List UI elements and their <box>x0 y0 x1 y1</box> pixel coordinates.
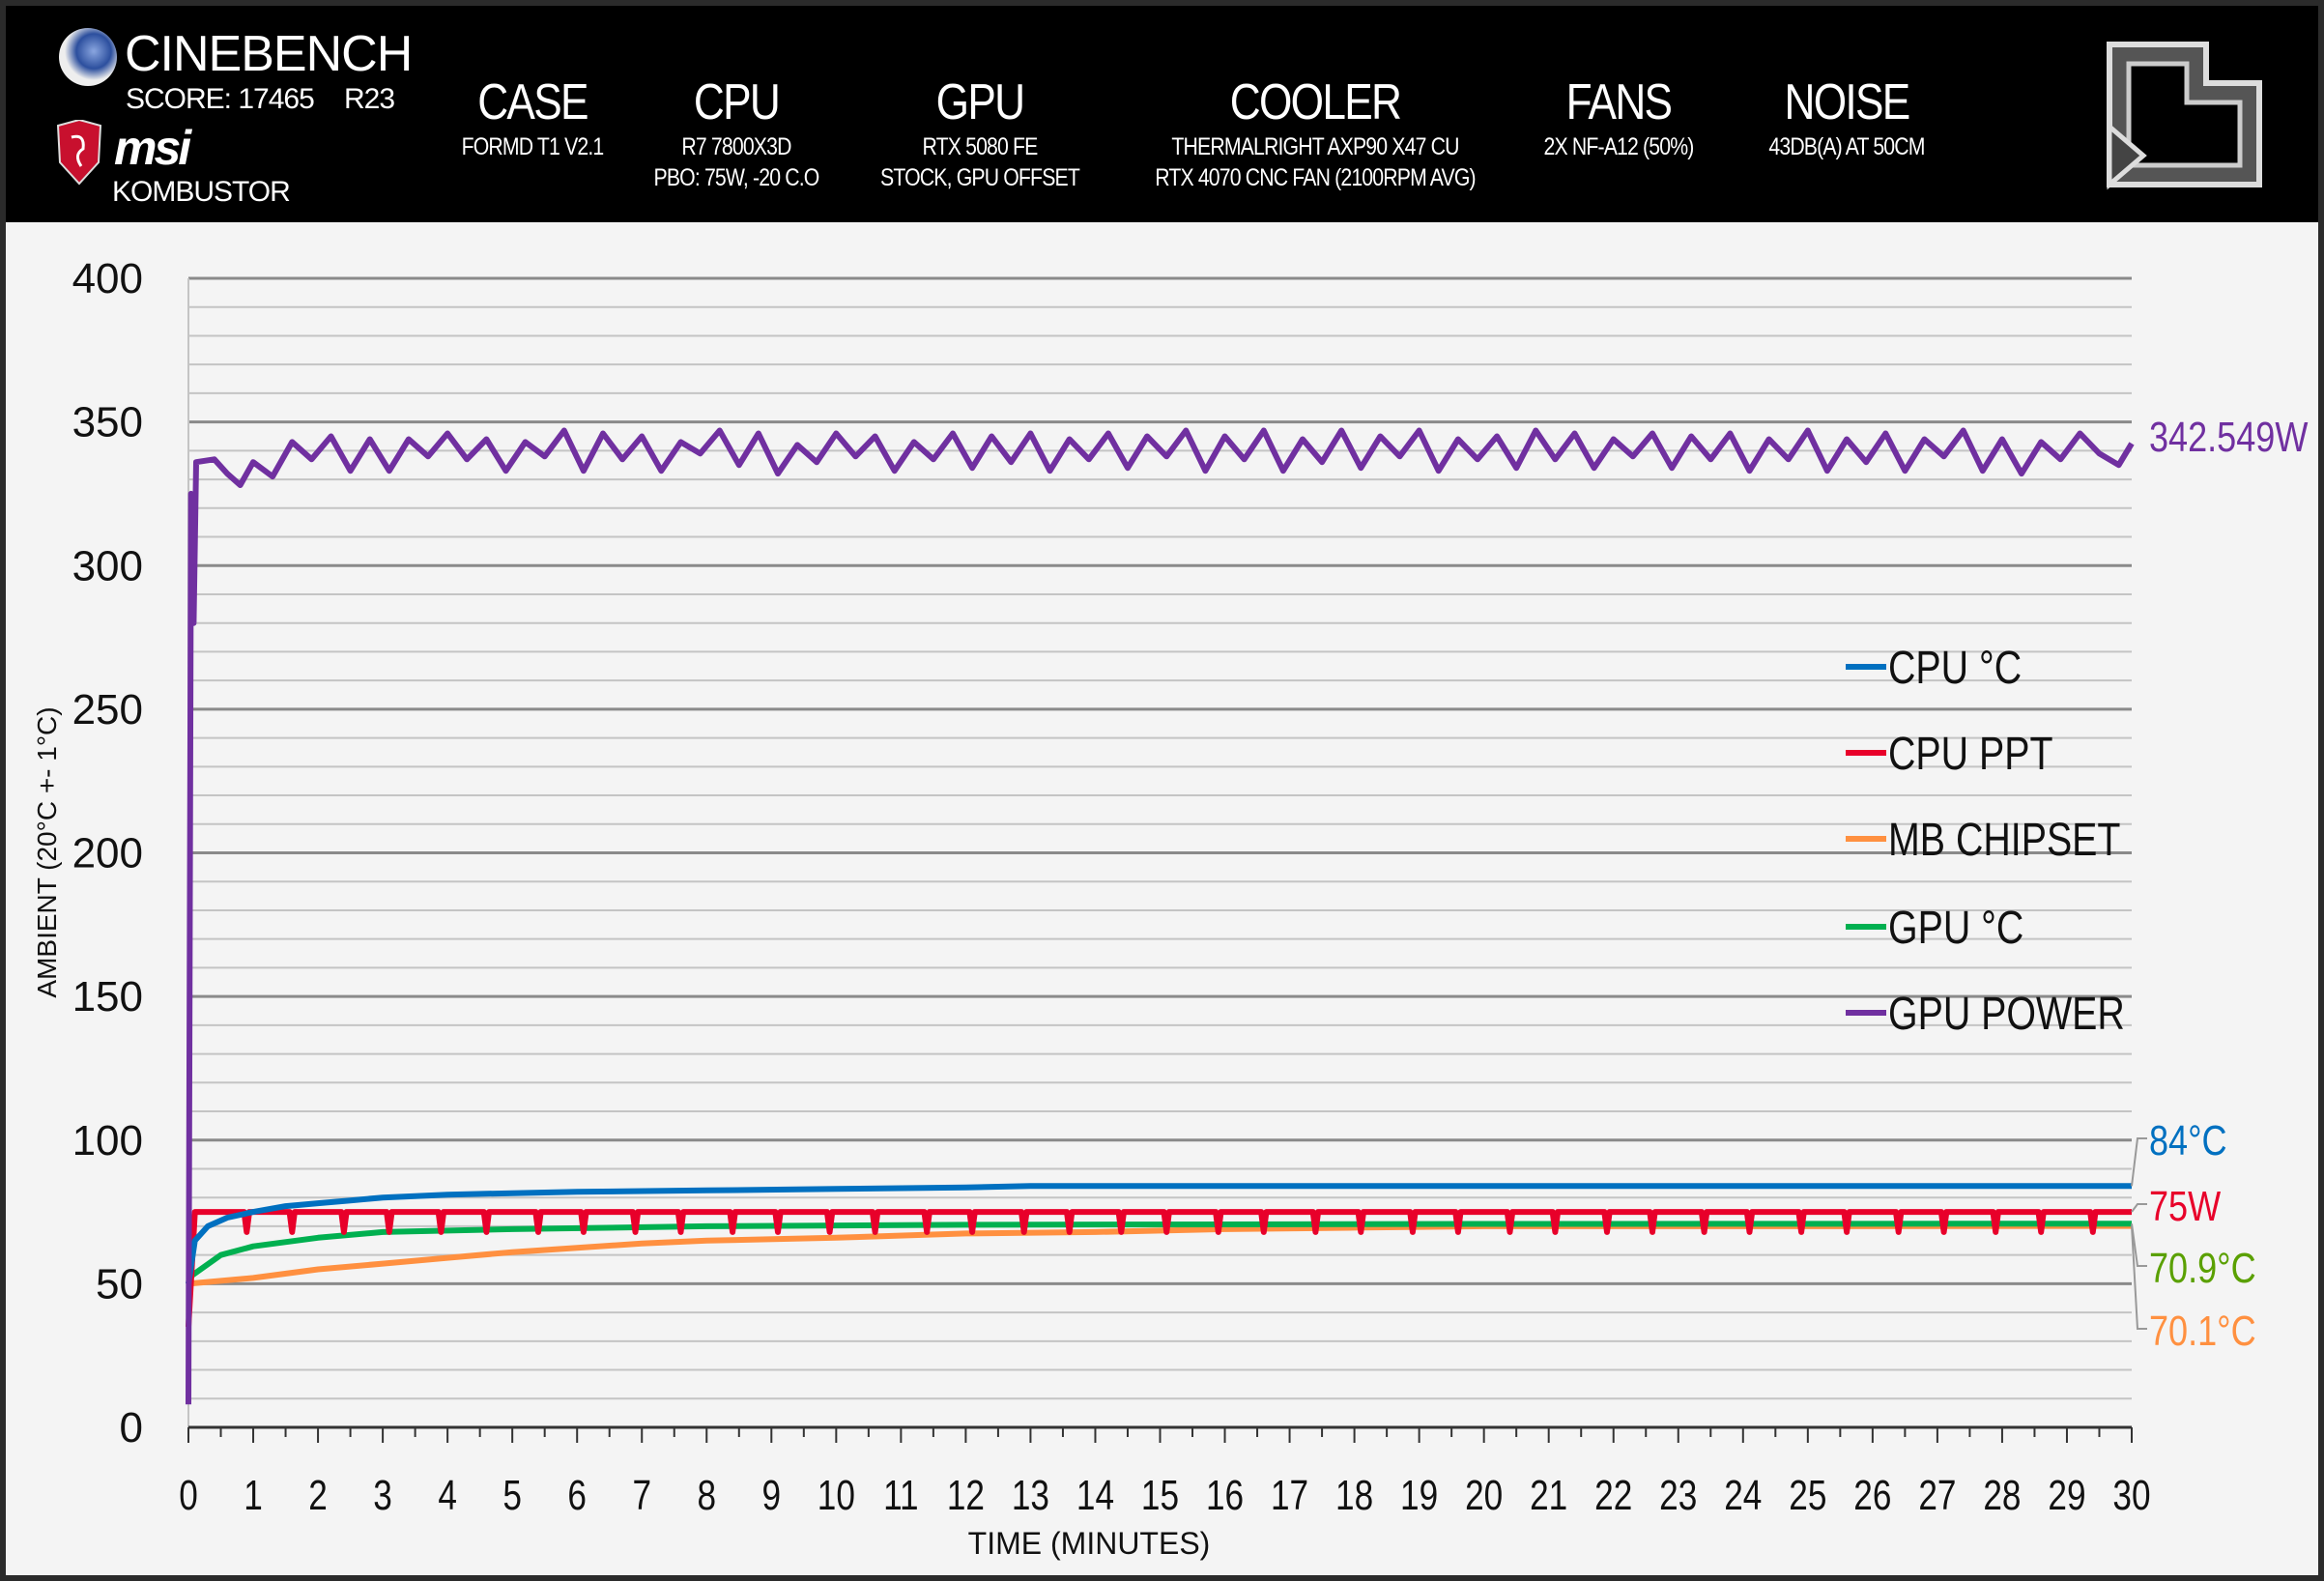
x-tick-label: 17 <box>1271 1472 1308 1519</box>
x-tick-label: 14 <box>1076 1472 1114 1519</box>
spec-fans: FANS 2X NF-A12 (50%) <box>1531 73 1707 162</box>
spec-line: 2X NF-A12 (50%) <box>1543 133 1695 160</box>
site-logo-icon <box>2107 42 2262 190</box>
x-tick-label: 0 <box>179 1472 198 1519</box>
x-tick-label: 29 <box>2048 1472 2085 1519</box>
x-tick-label: 23 <box>1659 1472 1697 1519</box>
x-tick-label: 1 <box>244 1472 263 1519</box>
x-tick-label: 22 <box>1594 1472 1632 1519</box>
kombustor-text: KOMBUSTOR <box>112 176 291 208</box>
spec-line: RTX 4070 CNC FAN (2100RPM AVG) <box>1155 164 1476 191</box>
spec-line: R7 7800X3D <box>681 133 791 160</box>
x-tick-label: 2 <box>308 1472 328 1519</box>
spec-title: FANS <box>1565 74 1673 130</box>
y-tick-label: 400 <box>72 255 143 302</box>
spec-line: PBO: 75W, -20 C.O <box>653 164 820 191</box>
leader-line <box>2131 1137 2147 1187</box>
end-value-label: 75W <box>2149 1183 2221 1230</box>
msi-logo: msi <box>114 121 191 175</box>
y-tick-label: 50 <box>96 1260 143 1308</box>
x-tick-label: 16 <box>1206 1472 1244 1519</box>
legend-label: CPU °C <box>1888 642 2022 694</box>
x-tick-label: 9 <box>762 1472 782 1519</box>
score-text: SCORE: 17465 <box>126 83 315 115</box>
y-tick-label: 150 <box>72 973 143 1020</box>
header-banner: CINEBENCH SCORE: 17465 R23 msi KOMBUSTOR… <box>6 6 2318 222</box>
x-tick-label: 24 <box>1724 1472 1762 1519</box>
y-axis-label: AMBIENT (20°C +- 1°C) <box>32 706 62 997</box>
spec-line: FORMD T1 V2.1 <box>461 133 605 160</box>
x-tick-label: 8 <box>697 1472 716 1519</box>
brand-title: CINEBENCH <box>125 26 413 82</box>
spec-case: CASE FORMD T1 V2.1 <box>449 73 617 162</box>
end-value-label: 70.1°C <box>2149 1308 2256 1355</box>
x-tick-label: 18 <box>1335 1472 1373 1519</box>
y-tick-label: 250 <box>72 686 143 733</box>
x-tick-label: 26 <box>1853 1472 1891 1519</box>
chart-background <box>6 6 2318 1575</box>
x-tick-label: 5 <box>502 1472 522 1519</box>
y-tick-label: 350 <box>72 399 143 446</box>
x-tick-label: 20 <box>1465 1472 1503 1519</box>
spec-gpu: GPU RTX 5080 FE STOCK, GPU OFFSET <box>863 73 1097 193</box>
y-tick-label: 200 <box>72 830 143 877</box>
spec-cooler: COOLER THERMALRIGHT AXP90 X47 CU RTX 407… <box>1127 73 1504 193</box>
x-tick-label: 28 <box>1983 1472 2021 1519</box>
x-tick-label: 13 <box>1012 1472 1049 1519</box>
spec-line: 43DB(A) AT 50CM <box>1768 133 1925 160</box>
spec-title: COOLER <box>1229 74 1402 130</box>
legend-label: GPU °C <box>1888 902 2023 954</box>
x-tick-label: 10 <box>818 1472 855 1519</box>
x-tick-label: 25 <box>1789 1472 1826 1519</box>
x-tick-label: 15 <box>1141 1472 1179 1519</box>
end-value-label: 342.549W <box>2149 414 2308 461</box>
series-line-gpu-power <box>186 427 2135 1405</box>
x-tick-label: 19 <box>1400 1472 1438 1519</box>
end-value-label: 70.9°C <box>2149 1245 2256 1292</box>
x-axis-label: TIME (MINUTES) <box>968 1526 1211 1561</box>
spec-title: GPU <box>935 74 1025 130</box>
leader-line <box>2131 1203 2147 1213</box>
spec-line: THERMALRIGHT AXP90 X47 CU <box>1171 133 1459 160</box>
x-tick-label: 6 <box>567 1472 587 1519</box>
spec-line: RTX 5080 FE <box>922 133 1038 160</box>
spec-line: STOCK, GPU OFFSET <box>880 164 1080 191</box>
x-tick-label: 27 <box>1918 1472 1956 1519</box>
y-tick-label: 100 <box>72 1117 143 1164</box>
x-tick-label: 11 <box>883 1472 919 1519</box>
version-text: R23 <box>344 83 395 115</box>
cinebench-logo-icon <box>59 28 117 86</box>
spec-title: CASE <box>477 74 588 130</box>
msi-dragon-shield-icon <box>56 120 102 186</box>
spec-noise: NOISE 43DB(A) AT 50CM <box>1755 73 1938 162</box>
legend-label: GPU POWER <box>1888 988 2125 1040</box>
series-line-cpu-c <box>186 1183 2132 1284</box>
x-tick-label: 3 <box>373 1472 392 1519</box>
x-tick-label: 4 <box>438 1472 457 1519</box>
y-tick-label: 300 <box>72 542 143 589</box>
x-tick-label: 12 <box>947 1472 985 1519</box>
spec-cpu: CPU R7 7800X3D PBO: 75W, -20 C.O <box>639 73 833 193</box>
spec-title: NOISE <box>1784 74 1910 130</box>
leader-line <box>2131 1223 2147 1267</box>
x-tick-label: 30 <box>2112 1472 2150 1519</box>
y-tick-label: 0 <box>120 1404 143 1452</box>
legend-label: MB CHIPSET <box>1888 814 2120 866</box>
series-line-mb-chipset <box>187 1222 2133 1287</box>
legend-label: CPU PPT <box>1888 728 2053 780</box>
series-line-cpu-ppt <box>186 1209 2132 1328</box>
leader-line <box>2131 1225 2147 1330</box>
end-value-label: 84°C <box>2149 1117 2227 1164</box>
x-tick-label: 21 <box>1530 1472 1567 1519</box>
series-line-gpu-c <box>186 1221 2133 1280</box>
x-tick-label: 7 <box>632 1472 651 1519</box>
spec-title: CPU <box>693 74 781 130</box>
